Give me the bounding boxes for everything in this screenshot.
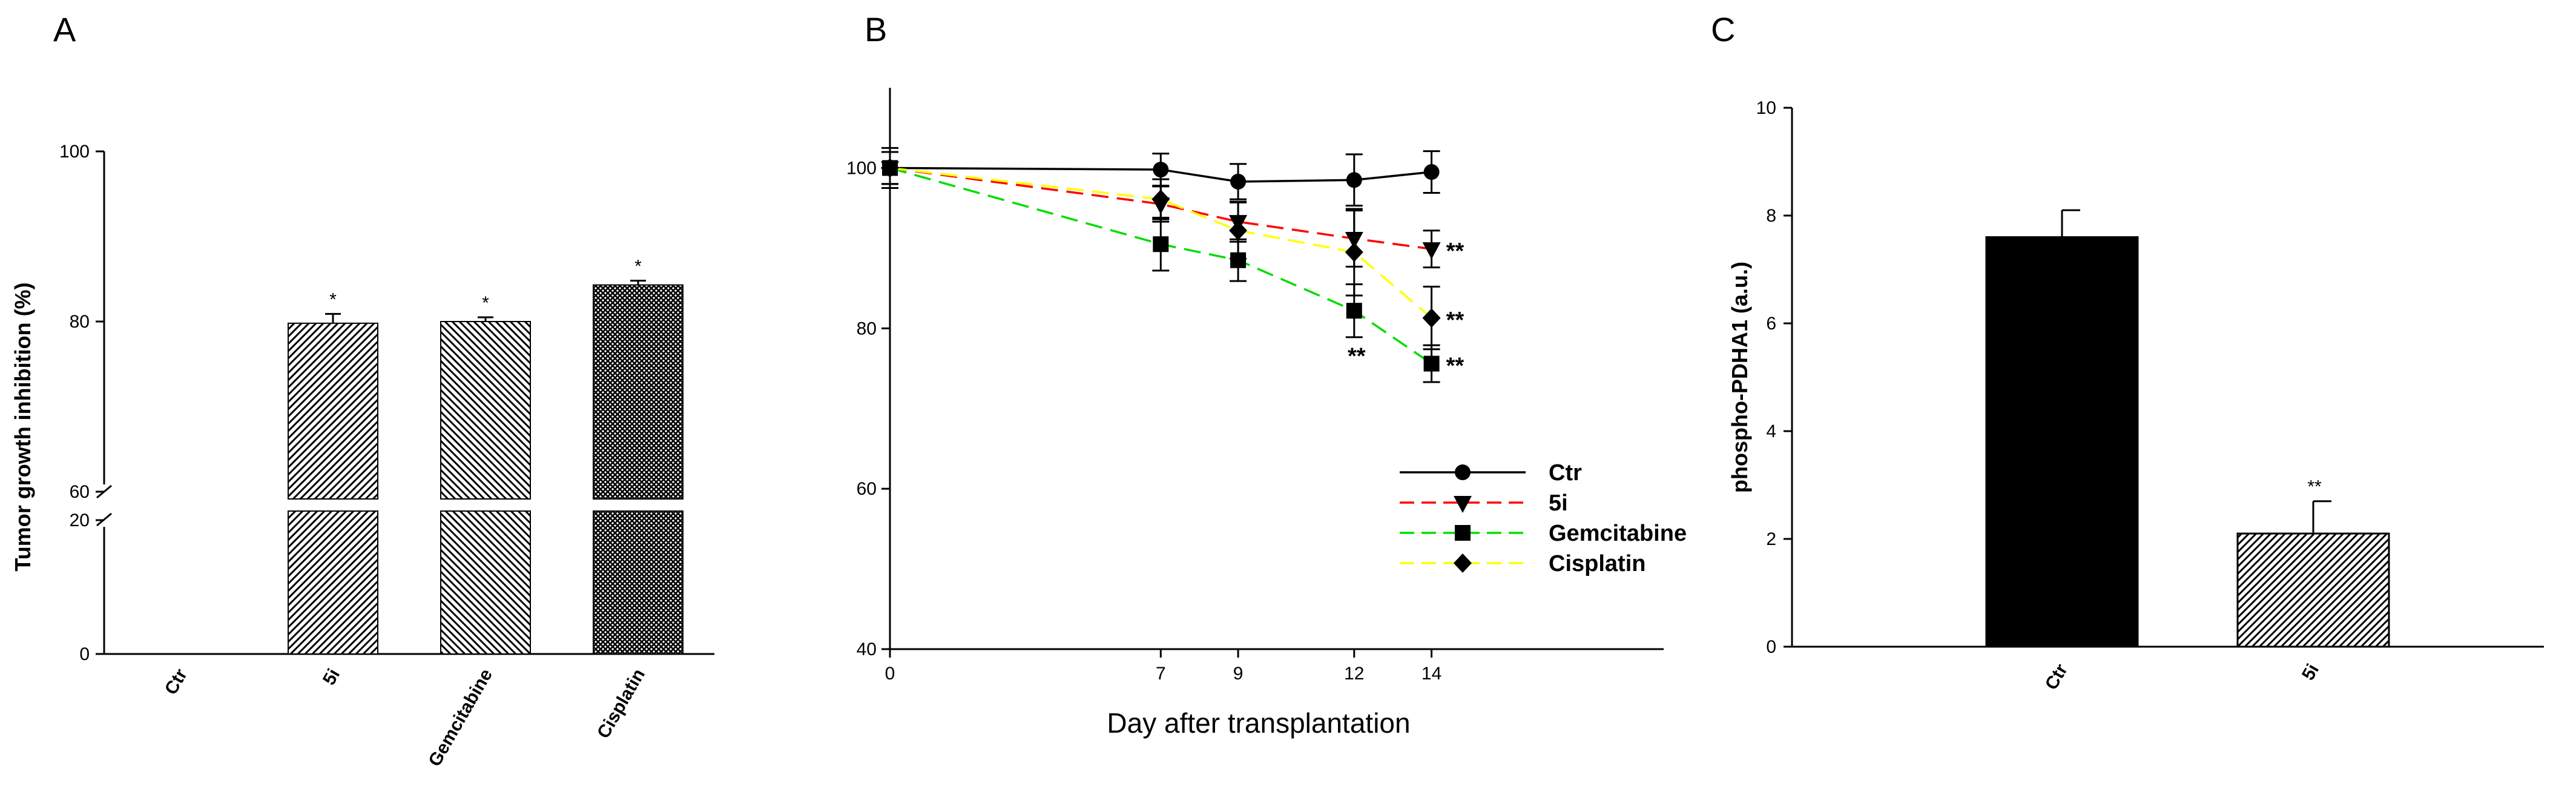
y-tick-label: 4 [1766,421,1776,441]
y-tick-label: 20 [70,510,90,530]
y-tick-label: 2 [1766,529,1776,549]
significance-gemcitabine-day-12: ** [1348,344,1366,369]
legend-label-ctr: Ctr [1549,460,1582,486]
panel-letter-c: C [1711,10,1735,48]
point-ctr-day-14 [1423,164,1440,180]
line-5i [889,167,1432,250]
x-tick-label: 12 [1344,664,1364,684]
significance-5i: * [329,289,337,309]
significance-cisplatin: * [634,257,642,277]
point-cisplatin-day-7 [1151,190,1170,210]
panel-letter-b: B [865,10,887,48]
point-5i-day-14 [1422,242,1441,260]
y-axis-title: Tumor growth inhibition (%) [10,282,35,571]
x-tick-label: 9 [1233,664,1244,684]
point-cisplatin-day-14 [1422,308,1441,328]
legend-marker-gemcitabine [1455,525,1471,541]
y-tick-label: 0 [1766,637,1776,657]
point-cisplatin-day-12 [1345,242,1363,262]
bar-ctr [1985,236,2139,648]
x-tick-label-ctr: Ctr [2041,661,2072,693]
significance-gemcitabine-day-14: ** [1446,354,1464,379]
significance-5i: ** [2307,477,2322,497]
x-tick-label: 0 [885,664,895,684]
bar-5i-upper [288,322,378,500]
panel-b-line-chart: 40 60 80 100 0 7 9 12 14 Day after transplantatio… [846,88,1687,739]
panel-c-bar-chart: 0 2 4 6 8 10 phospho-PDHA1 (a.u.) Ctr ** 5i [1727,98,2544,693]
point-gemcitabine-day-7 [1153,236,1169,253]
y-tick-label: 60 [857,479,877,499]
legend-marker-ctr [1455,464,1471,480]
point-cisplatin-day-0 [881,158,899,178]
panel-a-bar-chart: 0 20 60 80 100 Tumor growth inhibition (%) Ctr… [10,142,714,770]
x-axis-title: Day after transplantation [1107,707,1410,739]
bar-5i-lower [288,510,378,655]
y-tick-label: 100 [59,142,90,162]
x-tick-label: 14 [1421,664,1441,684]
y-tick-label: 80 [857,319,877,338]
y-tick-label: 0 [79,644,90,664]
y-tick-label: 100 [846,158,877,178]
bar-cisplatin-upper [593,284,684,500]
y-tick-label: 60 [70,482,90,502]
point-gemcitabine-day-14 [1423,355,1440,372]
x-tick-label-5i: 5i [2298,661,2323,684]
legend-marker-cisplatin [1454,553,1472,573]
legend-label-gemcitabine: Gemcitabine [1549,521,1687,546]
bar-gemcitabine-upper [440,321,531,500]
y-tick-label: 10 [1756,98,1776,118]
point-ctr-day-12 [1346,172,1362,188]
significance-cisplatin-day-14: ** [1446,308,1464,333]
x-tick-label: 7 [1156,664,1166,684]
legend: Ctr 5i Gemcitabine Cisplatin [1400,460,1687,576]
legend-label-cisplatin: Cisplatin [1549,551,1645,576]
point-gemcitabine-day-12 [1346,303,1362,319]
significance-gemcitabine: * [482,293,489,313]
series-cisplatin [881,151,1441,351]
x-tick-label-ctr: Ctr [161,665,191,698]
y-axis-title: phospho-PDHA1 (a.u.) [1727,262,1752,493]
y-tick-label: 8 [1766,206,1776,226]
x-tick-label-cisplatin: Cisplatin [593,665,649,742]
point-ctr-day-9 [1230,173,1247,190]
y-tick-label: 40 [857,639,877,659]
panel-letter-a: A [53,10,76,48]
significance-5i-day-14: ** [1446,239,1464,264]
legend-marker-5i [1454,496,1472,513]
legend-label-5i: 5i [1549,490,1568,516]
y-tick-label: 6 [1766,314,1776,334]
bar-cisplatin-lower [593,510,684,655]
x-tick-label-5i: 5i [319,665,344,688]
point-cisplatin-day-9 [1229,220,1248,240]
point-ctr-day-7 [1153,162,1169,178]
bar-5i [2236,532,2390,648]
y-tick-label: 80 [70,312,90,332]
x-tick-label-gemcitabine: Gemcitabine [424,665,496,770]
bar-gemcitabine-lower [440,510,531,655]
